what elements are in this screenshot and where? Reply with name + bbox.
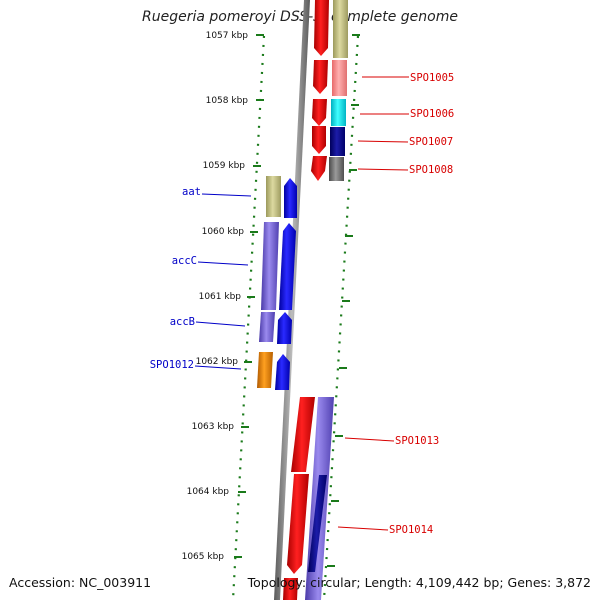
gene-arrow-reverse[interactable] — [313, 60, 328, 94]
gene-arrow-forward[interactable] — [279, 223, 296, 310]
gene-arrow-reverse[interactable] — [311, 156, 327, 181]
gene-label-spo1006[interactable]: SPO1006 — [410, 108, 454, 120]
tick-label: 1061 kbp — [199, 292, 242, 302]
gene-block-spo1012[interactable] — [257, 352, 273, 388]
tick-label: 1062 kbp — [196, 357, 239, 367]
gene-block-spo1004[interactable] — [333, 0, 348, 58]
gene-arrow-reverse[interactable] — [287, 474, 309, 574]
major-ticks — [234, 34, 360, 567]
gene-block-accb[interactable] — [259, 312, 275, 342]
left-label-connectors — [194, 193, 252, 370]
tick-label: 1058 kbp — [206, 96, 249, 106]
gene-block-accc[interactable] — [261, 222, 279, 310]
gene-block-spo1008[interactable] — [329, 157, 344, 181]
tick-label: 1057 kbp — [206, 31, 249, 41]
gene-arrow-forward[interactable] — [275, 354, 290, 390]
gene-arrow-reverse[interactable] — [283, 578, 298, 600]
left-dotted-track — [231, 35, 266, 600]
gene-arrow-forward[interactable] — [284, 178, 297, 218]
gene-block-spo1007[interactable] — [330, 127, 345, 156]
tick-label: 1060 kbp — [202, 227, 245, 237]
gene-label-spo1005[interactable]: SPO1005 — [410, 72, 454, 84]
tick-label: 1063 kbp — [192, 422, 235, 432]
gene-label-spo1007[interactable]: SPO1007 — [409, 136, 453, 148]
tick-label: 1064 kbp — [187, 487, 230, 497]
gene-block-spo1014[interactable] — [308, 475, 327, 572]
tick-label: 1065 kbp — [182, 552, 225, 562]
gene-block-spo1005[interactable] — [332, 60, 347, 96]
gene-arrow-reverse[interactable] — [312, 99, 327, 126]
right-label-connectors — [337, 76, 409, 531]
gene-label-spo1012[interactable]: SPO1012 — [150, 359, 194, 371]
gene-label-accc[interactable]: accC — [172, 255, 197, 267]
map-title: Ruegeria pomeroyi DSS-3, complete genome — [142, 9, 458, 25]
gene-label-aat[interactable]: aat — [182, 186, 201, 198]
gene-arrow-reverse[interactable] — [291, 397, 315, 472]
gene-block-spo1006[interactable] — [331, 99, 346, 126]
gene-arrow-forward[interactable] — [277, 312, 292, 344]
tick-label: 1059 kbp — [203, 161, 246, 171]
gene-label-accb[interactable]: accB — [170, 316, 195, 328]
gene-arrow-reverse[interactable] — [312, 126, 326, 154]
gene-block-aat[interactable] — [266, 176, 281, 217]
gene-label-spo1013[interactable]: SPO1013 — [395, 435, 439, 447]
genome-info-text: Topology: circular; Length: 4,109,442 bp… — [247, 575, 591, 590]
gene-label-spo1014[interactable]: SPO1014 — [389, 524, 433, 536]
gene-arrow-reverse[interactable] — [314, 0, 329, 56]
accession-text: Accession: NC_003911 — [9, 575, 152, 590]
gene-label-spo1008[interactable]: SPO1008 — [409, 164, 453, 176]
